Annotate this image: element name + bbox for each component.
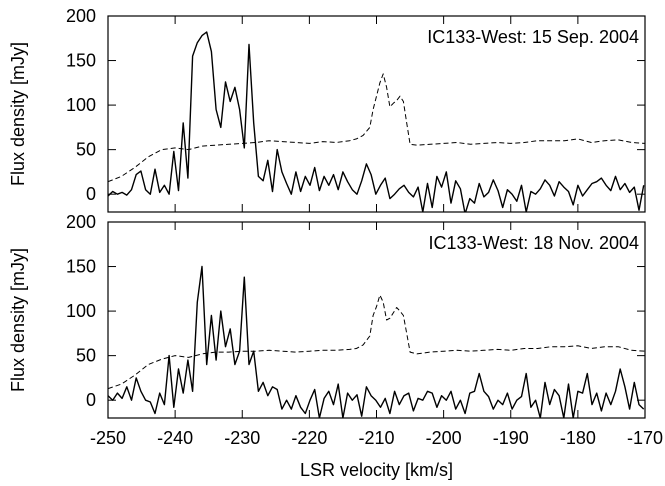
x-tick-label: -240: [157, 428, 193, 448]
panel-title: IC133-West: 18 Nov. 2004: [429, 233, 639, 253]
x-tick-label: -210: [358, 428, 394, 448]
y-tick-label: 50: [76, 346, 96, 366]
x-tick-label: -200: [426, 428, 462, 448]
x-tick-label: -220: [291, 428, 327, 448]
panel-title: IC133-West: 15 Sep. 2004: [427, 27, 639, 47]
y-tick-label: 50: [76, 140, 96, 160]
x-tick-label: -230: [224, 428, 260, 448]
series-line-dashed: [108, 73, 645, 183]
y-tick-label: 0: [86, 390, 96, 410]
panel-top: 0 50 100 150 200 IC133-West: 15 Sep. 2004 Flux…: [8, 6, 646, 213]
y-tick-label: 200: [66, 212, 96, 232]
x-tick-label: -170: [627, 428, 663, 448]
y-tick-label: 150: [66, 51, 96, 71]
series-line-dashed: [108, 294, 645, 390]
y-tick-label: 100: [66, 95, 96, 115]
x-axis-label: LSR velocity [km/s]: [300, 460, 453, 480]
series-line-solid: [108, 31, 645, 212]
x-tick-label: -190: [493, 428, 529, 448]
y-tick-label: 200: [66, 6, 96, 26]
y-axis-label: Flux density [mJy]: [8, 248, 28, 392]
y-tick-label: 150: [66, 257, 96, 277]
x-tick-label: -250: [90, 428, 126, 448]
y-axis-label: Flux density [mJy]: [8, 42, 28, 186]
panel-bottom: 0 50 100 150 200 -250 -240 -230 -220 -210 -200 -190…: [8, 212, 663, 480]
x-tick-label: -180: [560, 428, 596, 448]
y-tick-label: 100: [66, 301, 96, 321]
y-tick-label: 0: [86, 184, 96, 204]
series-line-solid: [108, 265, 645, 418]
